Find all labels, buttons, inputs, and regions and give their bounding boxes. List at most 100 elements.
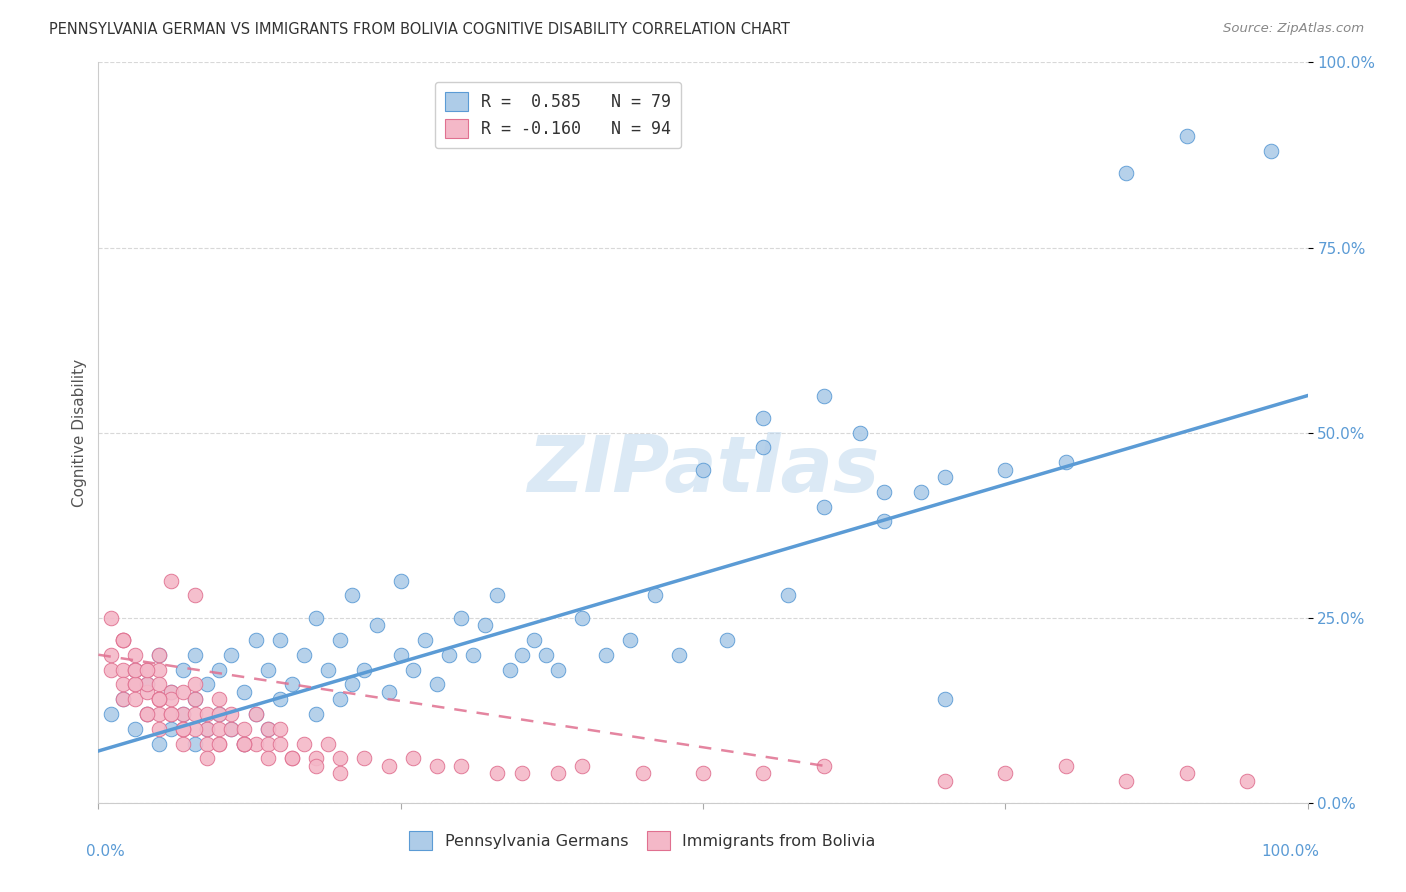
Point <box>232 722 254 736</box>
Point <box>232 737 254 751</box>
Point <box>208 737 231 751</box>
Point <box>305 610 328 624</box>
Point <box>281 677 304 691</box>
Point <box>644 589 666 603</box>
Point <box>692 766 714 780</box>
Point <box>148 692 170 706</box>
Point <box>245 706 267 721</box>
Point <box>1115 773 1137 788</box>
Point <box>208 663 231 677</box>
Text: 100.0%: 100.0% <box>1261 844 1320 858</box>
Point <box>221 648 243 662</box>
Point <box>172 663 194 677</box>
Point <box>135 677 157 691</box>
Point <box>111 632 134 647</box>
Point <box>148 737 170 751</box>
Point <box>184 692 207 706</box>
Y-axis label: Cognitive Disability: Cognitive Disability <box>72 359 87 507</box>
Point <box>135 663 157 677</box>
Point <box>269 632 291 647</box>
Point <box>135 706 157 721</box>
Point <box>160 692 183 706</box>
Point <box>245 706 267 721</box>
Point <box>377 685 399 699</box>
Point <box>281 751 304 765</box>
Point <box>426 677 449 691</box>
Point <box>463 648 485 662</box>
Point <box>316 737 339 751</box>
Point <box>752 410 775 425</box>
Point <box>195 722 218 736</box>
Text: PENNSYLVANIA GERMAN VS IMMIGRANTS FROM BOLIVIA COGNITIVE DISABILITY CORRELATION : PENNSYLVANIA GERMAN VS IMMIGRANTS FROM B… <box>49 22 790 37</box>
Point <box>450 758 472 772</box>
Point <box>245 737 267 751</box>
Point <box>135 685 157 699</box>
Point <box>305 706 328 721</box>
Point <box>752 766 775 780</box>
Point <box>595 648 617 662</box>
Point <box>910 484 932 499</box>
Point <box>716 632 738 647</box>
Point <box>124 663 146 677</box>
Point <box>172 722 194 736</box>
Point <box>571 610 593 624</box>
Point <box>195 677 218 691</box>
Point <box>135 663 157 677</box>
Point <box>413 632 436 647</box>
Point <box>160 685 183 699</box>
Point <box>100 648 122 662</box>
Point <box>813 388 835 402</box>
Point <box>195 722 218 736</box>
Point <box>111 632 134 647</box>
Point <box>256 737 278 751</box>
Point <box>329 766 352 780</box>
Point <box>148 692 170 706</box>
Point <box>208 722 231 736</box>
Point <box>256 722 278 736</box>
Point <box>934 470 956 484</box>
Point <box>342 677 364 691</box>
Point <box>148 722 170 736</box>
Point <box>195 737 218 751</box>
Point <box>292 648 315 662</box>
Point <box>329 692 352 706</box>
Point <box>148 648 170 662</box>
Point <box>184 692 207 706</box>
Point <box>813 758 835 772</box>
Point <box>195 751 218 765</box>
Point <box>124 677 146 691</box>
Point <box>148 677 170 691</box>
Point <box>160 706 183 721</box>
Point <box>111 632 134 647</box>
Point <box>184 677 207 691</box>
Point <box>1054 758 1077 772</box>
Point <box>256 751 278 765</box>
Point <box>208 737 231 751</box>
Point <box>111 663 134 677</box>
Point <box>124 663 146 677</box>
Point <box>172 722 194 736</box>
Point <box>195 706 218 721</box>
Point <box>184 722 207 736</box>
Point <box>426 758 449 772</box>
Point <box>329 751 352 765</box>
Point <box>172 706 194 721</box>
Point <box>232 737 254 751</box>
Point <box>402 751 425 765</box>
Point <box>256 663 278 677</box>
Point <box>221 706 243 721</box>
Point <box>148 663 170 677</box>
Point <box>208 706 231 721</box>
Point <box>316 663 339 677</box>
Point <box>776 589 799 603</box>
Point <box>281 751 304 765</box>
Point <box>437 648 460 662</box>
Point <box>160 574 183 588</box>
Point <box>353 663 375 677</box>
Point <box>474 618 496 632</box>
Point <box>510 766 533 780</box>
Point <box>184 589 207 603</box>
Point <box>160 722 183 736</box>
Point <box>160 685 183 699</box>
Point <box>498 663 520 677</box>
